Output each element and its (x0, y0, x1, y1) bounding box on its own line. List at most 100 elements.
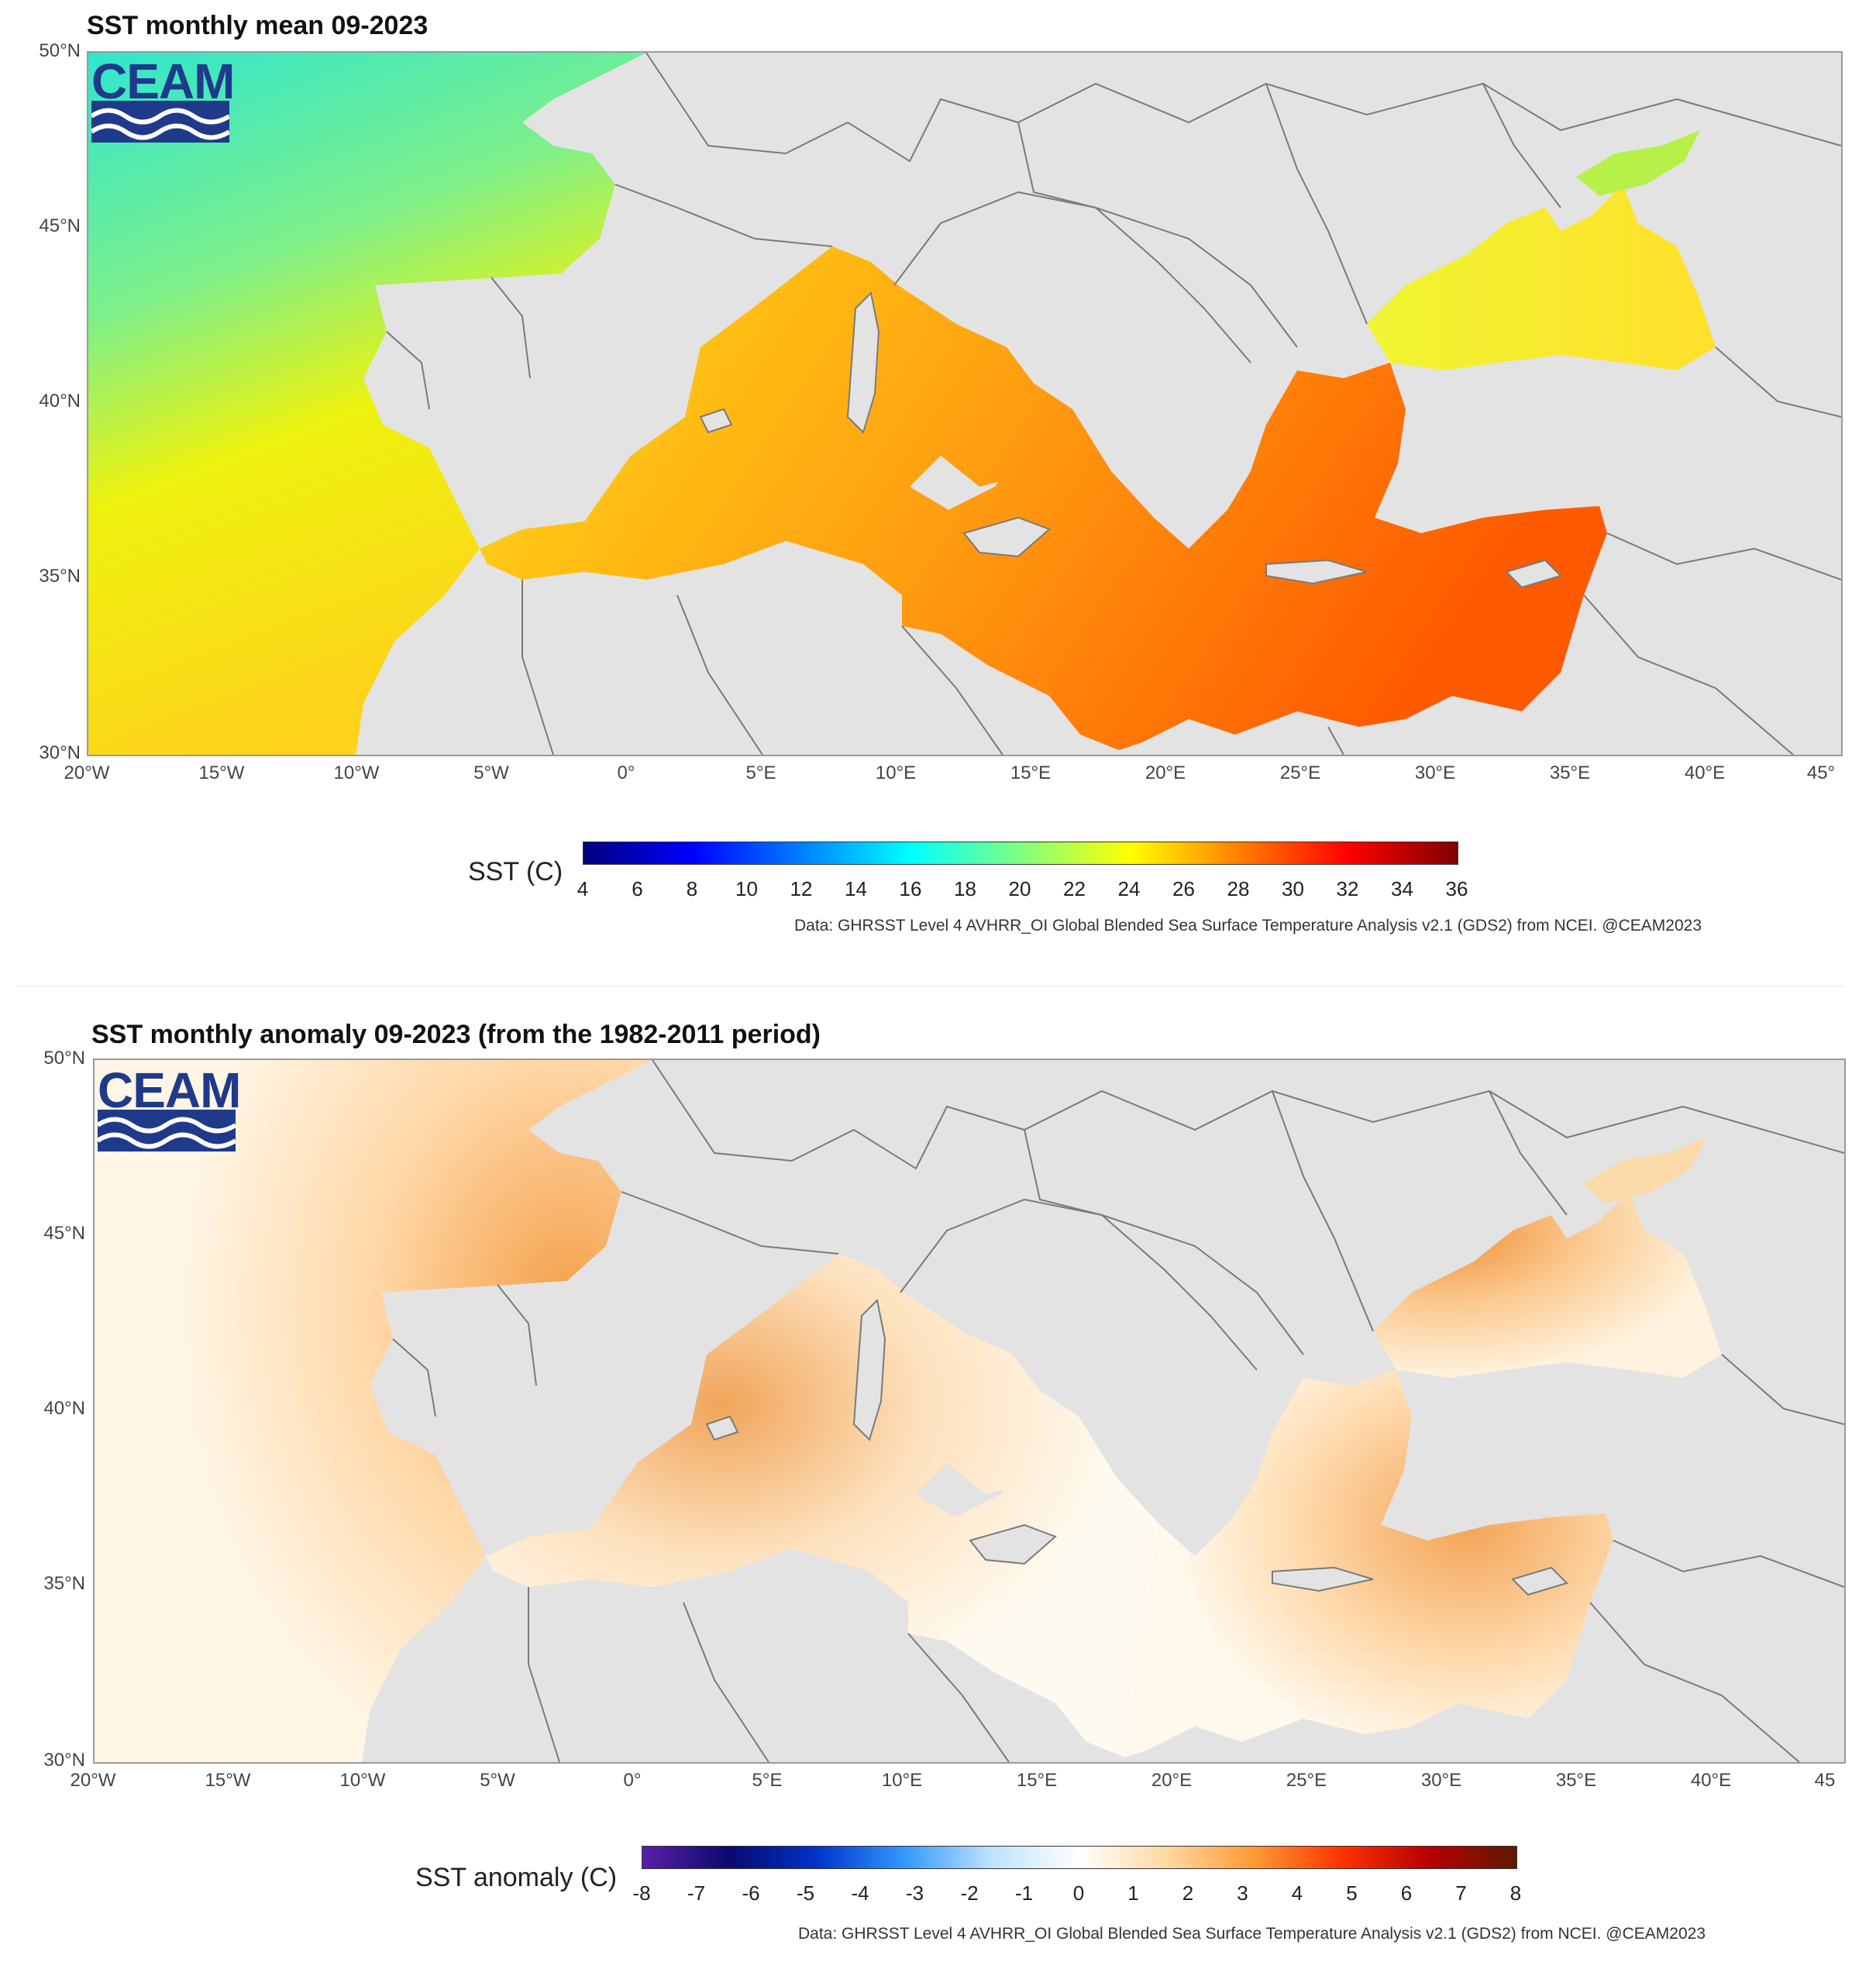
colorbar (642, 1846, 1517, 1869)
colorbar-tick: -8 (632, 1881, 651, 1905)
waves-icon (96, 1110, 237, 1151)
corsica-sardinia (852, 1298, 886, 1441)
crete (1265, 559, 1368, 585)
lon-tick: 25°E (1286, 1770, 1327, 1791)
colorbar-tick: 28 (1227, 877, 1250, 900)
lon-tick: 0° (623, 1770, 642, 1791)
colorbar-tick: 10 (735, 877, 758, 900)
lon-tick: 5°W (480, 1770, 515, 1791)
colorbar-label: SST (C) (468, 857, 563, 886)
colorbar-tick: 6 (1400, 1881, 1413, 1905)
colorbar-tick: 34 (1391, 877, 1413, 900)
colorbar-tick: 4 (1291, 1881, 1303, 1905)
sicily (969, 1523, 1057, 1565)
colorbar (583, 842, 1458, 865)
lat-tick: 35°N (39, 566, 81, 587)
country-borders (392, 1060, 1844, 1762)
lon-tick: 10°W (333, 762, 380, 783)
sst-mean-map (87, 51, 1843, 756)
sea-of-azov (1582, 1138, 1706, 1203)
lon-tick: 35°E (1555, 1770, 1597, 1791)
lat-tick: 30°N (43, 1750, 85, 1771)
colorbar-tick: -5 (796, 1881, 815, 1905)
lon-tick: 30°E (1414, 762, 1456, 783)
data-credit: Data: GHRSST Level 4 AVHRR_OI Global Ble… (798, 1925, 1706, 1943)
colorbar-tick: 12 (790, 877, 813, 900)
panel-title: SST monthly anomaly 09-2023 (from the 19… (91, 1020, 821, 1049)
lat-tick: 45°N (39, 215, 81, 236)
lon-tick: 20°E (1151, 1770, 1193, 1791)
lat-tick: 50°N (39, 40, 81, 61)
colorbar-tick: 0 (1072, 1881, 1085, 1905)
colorbar-tick: 4 (577, 877, 589, 900)
colorbar-tick: 7 (1455, 1881, 1467, 1905)
mediterranean-sea (480, 246, 1607, 750)
colorbar-tick: 2 (1182, 1881, 1194, 1905)
lon-tick: 35°E (1549, 762, 1591, 783)
atlantic-ocean (95, 1060, 652, 1762)
lon-tick: 5°E (752, 1770, 783, 1791)
lon-tick: 20°W (64, 762, 110, 783)
lon-tick: 20°E (1145, 762, 1186, 783)
black-sea (1367, 184, 1716, 370)
mediterranean-east (1125, 1370, 1613, 1757)
data-credit: Data: GHRSST Level 4 AVHRR_OI Global Ble… (794, 917, 1702, 935)
colorbar-tick: 32 (1336, 877, 1359, 900)
lat-tick: 50°N (43, 1048, 85, 1069)
ceam-logo-text: CEAM (91, 53, 235, 109)
lon-tick: 15°E (1010, 762, 1052, 783)
lon-tick: 20°W (70, 1770, 116, 1791)
lon-tick: 45 (1814, 1770, 1836, 1791)
colorbar-tick: -3 (905, 1881, 924, 1905)
sst-anomaly-map (93, 1059, 1846, 1764)
colorbar-tick: 8 (1509, 1881, 1522, 1905)
colorbar-tick: -1 (1014, 1881, 1034, 1905)
lon-tick: 5°W (473, 762, 509, 783)
colorbar-tick: 1 (1127, 1881, 1139, 1905)
lon-tick: 10°W (339, 1770, 386, 1791)
lat-tick: 35°N (43, 1573, 85, 1594)
lon-tick: 15°E (1016, 1770, 1058, 1791)
lon-tick: 10°E (875, 762, 917, 783)
crete (1272, 1566, 1374, 1592)
lon-tick: 10°E (881, 1770, 923, 1791)
lon-tick: 45° (1806, 762, 1836, 783)
balearic (699, 408, 733, 434)
colorbar-tick: 22 (1063, 877, 1086, 900)
atlantic-ocean (88, 53, 646, 755)
ceam-logo-text: CEAM (98, 1062, 241, 1118)
black-sea (1373, 1192, 1722, 1378)
lat-tick: 40°N (39, 391, 81, 411)
colorbar-tick: 6 (632, 877, 643, 900)
colorbar-tick: 14 (845, 877, 867, 900)
panel-title: SST monthly mean 09-2023 (87, 11, 429, 40)
balearic (705, 1415, 739, 1441)
colorbar-tick: 26 (1172, 877, 1195, 900)
colorbar-tick: 16 (899, 877, 922, 900)
lat-tick: 40°N (43, 1398, 85, 1419)
corsica-sardinia (846, 291, 880, 434)
colorbar-tick: 5 (1346, 1881, 1358, 1905)
lon-tick: 15°W (205, 1770, 251, 1791)
colorbar-tick: -7 (687, 1881, 706, 1905)
colorbar-tick: 20 (1008, 877, 1031, 900)
sicily (962, 516, 1051, 558)
colorbar-tick: 24 (1117, 877, 1141, 900)
mediterranean-west (486, 1254, 1160, 1757)
lon-tick: 30°E (1420, 1770, 1462, 1791)
country-borders (386, 53, 1841, 755)
lon-tick: 40°E (1684, 762, 1726, 783)
colorbar-tick: 3 (1237, 1881, 1248, 1905)
sst-mean-map-svg (88, 53, 1841, 755)
waves-icon (90, 101, 231, 143)
lon-tick: 25°E (1279, 762, 1321, 783)
lat-tick: 30°N (39, 742, 81, 763)
colorbar-tick: 30 (1282, 877, 1304, 900)
sst-anomaly-panel: SST monthly anomaly 09-2023 (from the 19… (0, 984, 1876, 1969)
cyprus (1511, 1566, 1568, 1596)
sst-mean-panel: SST monthly mean 09-2023 (0, 0, 1876, 953)
lon-tick: 15°W (198, 762, 245, 783)
sst-anomaly-map-svg (95, 1060, 1844, 1762)
lon-tick: 0° (617, 762, 635, 783)
colorbar-tick: -2 (960, 1881, 979, 1905)
